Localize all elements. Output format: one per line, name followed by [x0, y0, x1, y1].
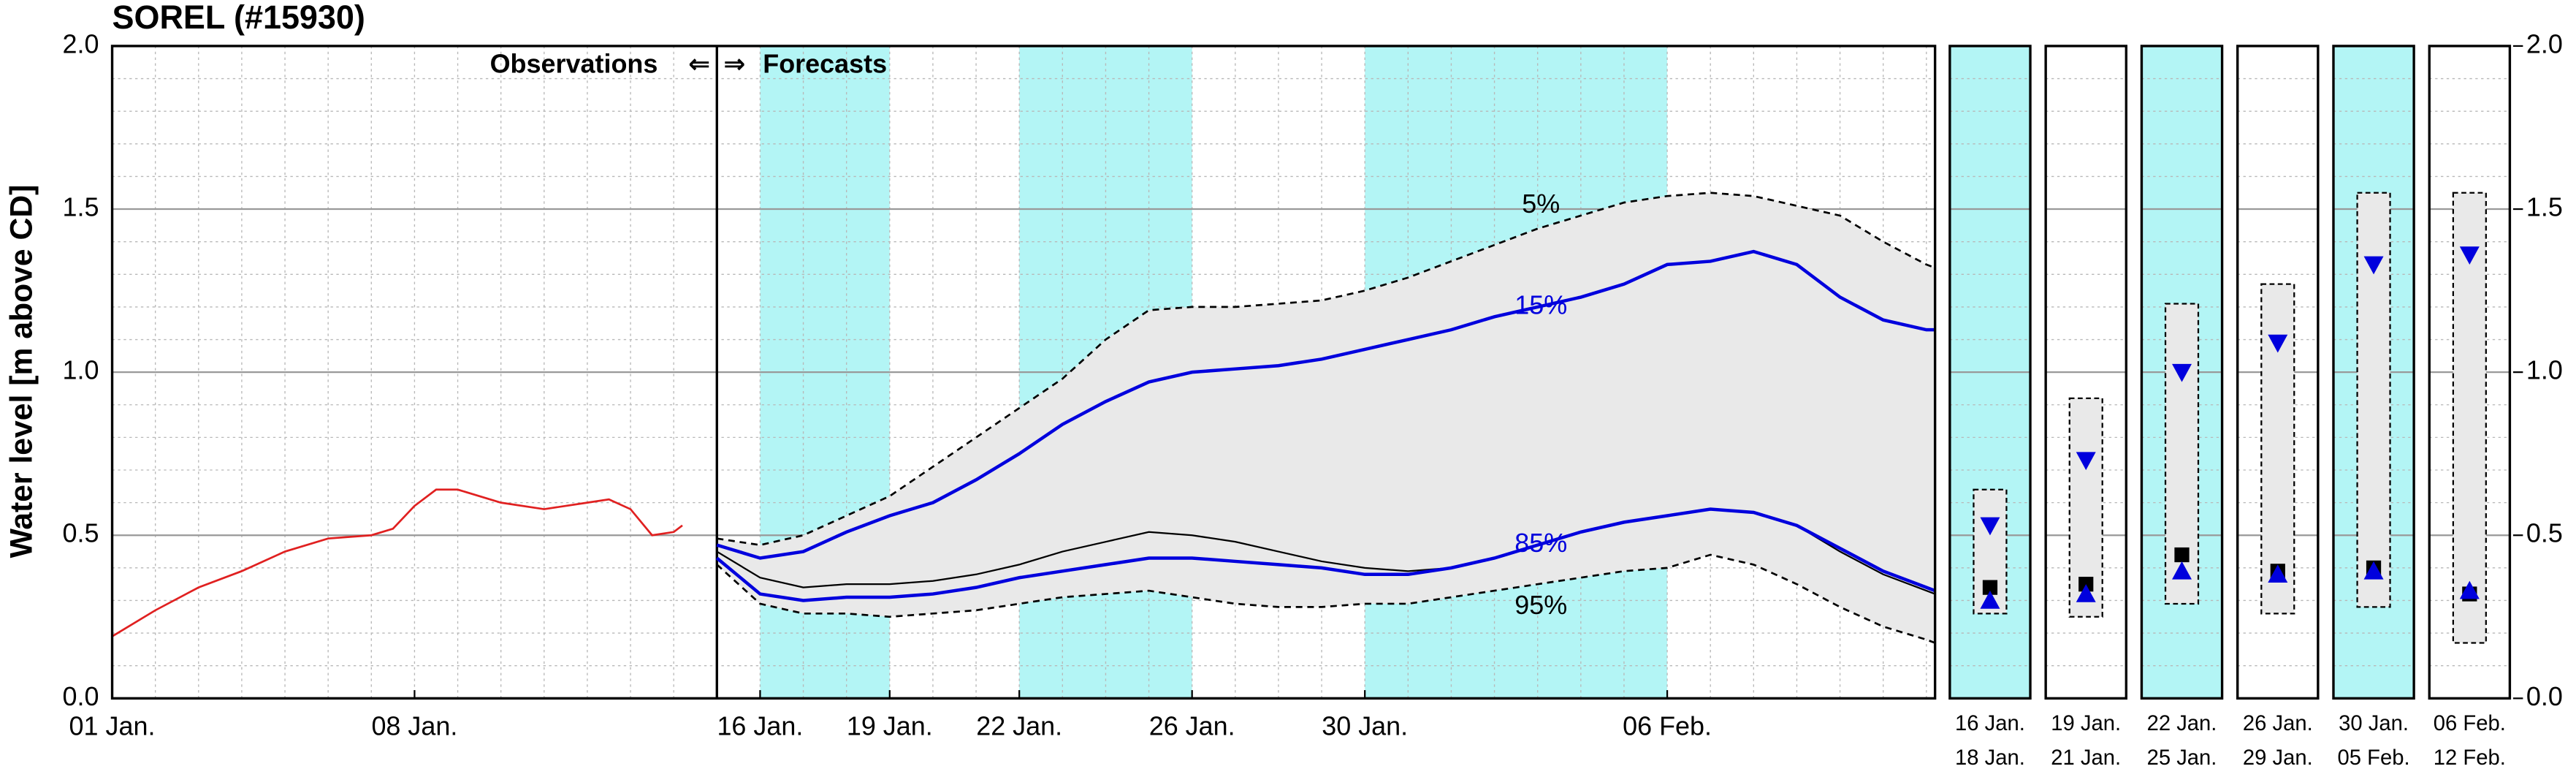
plot-frame	[110, 45, 1937, 700]
y-tick-label: 1.0	[63, 355, 99, 385]
annotation: Forecasts	[763, 48, 887, 78]
y-tick-label: 0.5	[63, 518, 99, 548]
square-marker	[1982, 580, 1998, 595]
annotation: ⇒	[723, 48, 745, 78]
triangle-down-marker	[2172, 363, 2192, 382]
panel-frame	[2236, 45, 2320, 700]
x-tick-label: 26 Jan.	[1149, 711, 1235, 740]
series-label: 95%	[1514, 590, 1567, 620]
period-end-label: 21 Jan.	[2051, 746, 2121, 769]
percentile-band	[717, 192, 1935, 643]
series-line	[715, 507, 1936, 602]
x-tick-label: 06 Feb.	[1623, 711, 1712, 740]
period-start-label: 06 Feb.	[2434, 712, 2506, 735]
x-tick-label: 19 Jan.	[847, 711, 933, 740]
triangle-down-marker	[2076, 452, 2096, 471]
period-start-label: 22 Jan.	[2147, 712, 2217, 735]
x-tick-label: 22 Jan.	[976, 711, 1062, 740]
y-tick-label: 2.0	[63, 29, 99, 58]
triangle-up-marker	[1980, 590, 2000, 609]
chart-title: SOREL (#15930)	[113, 0, 365, 36]
panel-frame	[1948, 45, 2032, 700]
range-box	[2452, 192, 2487, 644]
plot-layer: 0.0 0.5 1.0 1.5 2.0 01 Jan. 08 Jan. 16 Jan. 19 J…	[63, 29, 2563, 769]
x-tick-label: 08 Jan.	[371, 711, 457, 740]
period-start-label: 16 Jan.	[1955, 712, 2025, 735]
y-axis-label: Water level [m above CD]	[4, 185, 39, 558]
y2-tick-label: 0.5	[2526, 518, 2563, 548]
range-box	[2356, 192, 2391, 608]
y-tick-label: 0.0	[63, 681, 99, 711]
triangle-down-marker	[2268, 334, 2288, 353]
triangle-down-marker	[1980, 517, 2000, 536]
series-line	[717, 192, 1936, 546]
period-end-label: 12 Feb.	[2434, 746, 2506, 769]
series-label: 15%	[1514, 289, 1567, 319]
y-tick-label: 1.5	[63, 192, 99, 222]
triangle-up-marker	[2363, 561, 2384, 580]
period-start-label: 26 Jan.	[2243, 712, 2313, 735]
x-tick-label: 16 Jan.	[717, 711, 803, 740]
triangle-down-marker	[2459, 246, 2480, 265]
panel-frame	[2044, 45, 2127, 700]
panel-frame	[2140, 45, 2224, 700]
period-end-label: 05 Feb.	[2338, 746, 2410, 769]
x-tick-label: 30 Jan.	[1322, 711, 1408, 740]
y2-tick-label: 0.0	[2526, 681, 2563, 711]
triangle-up-marker	[2459, 580, 2480, 599]
panel-frame	[2428, 45, 2512, 700]
square-marker	[2174, 547, 2190, 563]
period-end-label: 29 Jan.	[2243, 746, 2313, 769]
panel-frame	[2332, 45, 2415, 700]
series-line	[716, 553, 1936, 644]
triangle-up-marker	[2076, 584, 2096, 602]
series-label: 5%	[1522, 189, 1560, 219]
y2-tick-label: 2.0	[2526, 29, 2563, 58]
annotation: ⇐	[688, 48, 710, 78]
annotation: Observations	[490, 48, 658, 78]
triangle-up-marker	[2172, 561, 2192, 580]
series-line	[111, 488, 683, 637]
period-end-label: 18 Jan.	[1955, 746, 2025, 769]
period-start-label: 30 Jan.	[2339, 712, 2409, 735]
y2-tick-label: 1.0	[2526, 355, 2563, 385]
triangle-down-marker	[2363, 256, 2384, 275]
range-box	[1973, 488, 2008, 615]
x-tick-label: 01 Jan.	[69, 711, 156, 740]
period-end-label: 25 Jan.	[2147, 746, 2217, 769]
series-line	[716, 249, 1935, 560]
triangle-up-marker	[2268, 564, 2288, 583]
y2-tick-label: 1.5	[2526, 192, 2563, 222]
period-start-label: 19 Jan.	[2051, 712, 2121, 735]
series-label: 85%	[1514, 528, 1567, 558]
